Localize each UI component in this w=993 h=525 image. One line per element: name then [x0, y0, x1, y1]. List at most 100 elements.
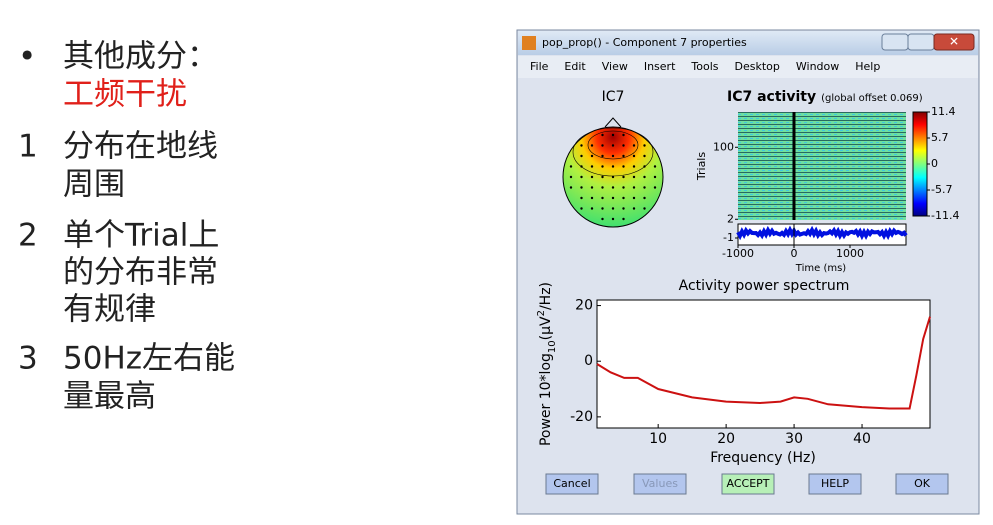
- y-axis-label-part: /Hz): [538, 282, 554, 310]
- electrode: [643, 196, 646, 200]
- electrode: [590, 144, 594, 147]
- electrode: [622, 133, 625, 137]
- erp-image: [738, 112, 906, 220]
- y-tick-label: 100: [713, 140, 734, 153]
- close-icon: ✕: [949, 35, 959, 49]
- electrode: [643, 207, 646, 210]
- electrode: [611, 175, 615, 179]
- electrode: [580, 175, 583, 179]
- colorbar-tick-label: 5.7: [931, 131, 949, 144]
- menu-item[interactable]: Desktop: [735, 60, 780, 73]
- x-tick-label: 30: [785, 431, 803, 447]
- bullet-marker: 1: [18, 129, 38, 165]
- electrode: [580, 186, 583, 189]
- trials-label: Trials: [695, 152, 708, 181]
- menu-item[interactable]: Tools: [690, 60, 718, 73]
- electrode: [601, 186, 604, 189]
- menu-item[interactable]: Window: [796, 60, 839, 73]
- app-icon: [522, 36, 536, 50]
- colorbar: [912, 111, 928, 217]
- electrode: [653, 186, 657, 189]
- electrode: [580, 154, 583, 158]
- electrode: [611, 186, 615, 189]
- electrode: [611, 133, 615, 137]
- close-button[interactable]: [933, 33, 975, 51]
- colorbar-tick-label: 0: [931, 157, 938, 170]
- bullet-text: 分布在地线: [63, 129, 218, 165]
- bullet-text: 量最高: [63, 379, 156, 415]
- electrode: [643, 186, 646, 189]
- y-axis-label-part: 2: [536, 310, 547, 316]
- colorbar-tick-label: -11.4: [931, 209, 959, 222]
- bullet-marker: •: [18, 39, 36, 75]
- electrode: [643, 144, 646, 147]
- button[interactable]: [895, 473, 949, 495]
- x-tick-label: -1000: [722, 247, 754, 260]
- button-label: Cancel: [553, 477, 590, 490]
- electrode: [632, 144, 636, 147]
- button[interactable]: [633, 473, 687, 495]
- button[interactable]: [545, 473, 599, 495]
- electrode: [580, 196, 583, 200]
- spectrum-axes: [596, 299, 931, 429]
- menu-bar: [518, 56, 978, 78]
- electrode: [601, 207, 604, 210]
- menu-item[interactable]: View: [602, 60, 628, 73]
- electrode: [643, 154, 646, 158]
- bullet-highlight: 工频干扰: [63, 77, 187, 113]
- y-tick-label: 20: [575, 298, 593, 314]
- button-label: OK: [914, 477, 931, 490]
- spectrum-line: [596, 316, 931, 410]
- electrode: [622, 165, 625, 168]
- electrode: [622, 186, 625, 189]
- electrode: [590, 175, 594, 179]
- menu-item[interactable]: Help: [855, 60, 880, 73]
- electrode: [632, 154, 636, 158]
- electrode: [632, 175, 636, 179]
- electrode: [611, 207, 615, 210]
- y-tick-label: 0: [584, 353, 593, 369]
- colorbar-tick-label: -5.7: [931, 183, 952, 196]
- electrode: [569, 186, 573, 189]
- menu-item[interactable]: Edit: [564, 60, 586, 73]
- x-tick-label: 20: [717, 431, 735, 447]
- electrode: [601, 175, 604, 179]
- electrode: [622, 217, 625, 221]
- y-axis-label-part: 10: [547, 340, 558, 353]
- electrode: [622, 154, 625, 158]
- y-axis-label-part: (μV: [538, 316, 554, 340]
- bullet-text: 有规律: [63, 292, 156, 328]
- electrode: [653, 165, 657, 168]
- electrode: [622, 175, 625, 179]
- electrode: [611, 144, 615, 147]
- electrode: [580, 144, 583, 147]
- electrode: [622, 196, 625, 200]
- minimize-button[interactable]: [881, 33, 909, 51]
- button[interactable]: [808, 473, 862, 495]
- button[interactable]: [721, 473, 775, 495]
- electrode: [569, 165, 573, 168]
- electrode: [601, 217, 604, 221]
- electrode: [653, 175, 657, 179]
- electrode: [622, 144, 625, 147]
- electrode: [601, 133, 604, 137]
- bullet-text: 单个Trial上: [63, 218, 219, 254]
- x-tick-label: 1000: [836, 247, 864, 260]
- menu-item[interactable]: File: [530, 60, 549, 73]
- bullet-marker: 2: [18, 218, 38, 254]
- electrode: [590, 207, 594, 210]
- button-label: Values: [642, 477, 678, 490]
- electrode: [580, 207, 583, 210]
- y-axis-label: Power 10*log10(μV2/Hz): [536, 282, 558, 446]
- x-tick-label: 10: [649, 431, 667, 447]
- maximize-button[interactable]: [907, 33, 935, 51]
- time-label: Time (ms): [795, 263, 847, 274]
- menu-item[interactable]: Insert: [644, 60, 676, 73]
- x-tick-label: 0: [791, 247, 798, 260]
- electrode: [569, 175, 573, 179]
- window-title: pop_prop() - Component 7 properties: [542, 36, 747, 49]
- window: [516, 29, 980, 515]
- colorbar-tick-label: 11.4: [931, 105, 956, 118]
- bullet-text: 周围: [63, 167, 125, 203]
